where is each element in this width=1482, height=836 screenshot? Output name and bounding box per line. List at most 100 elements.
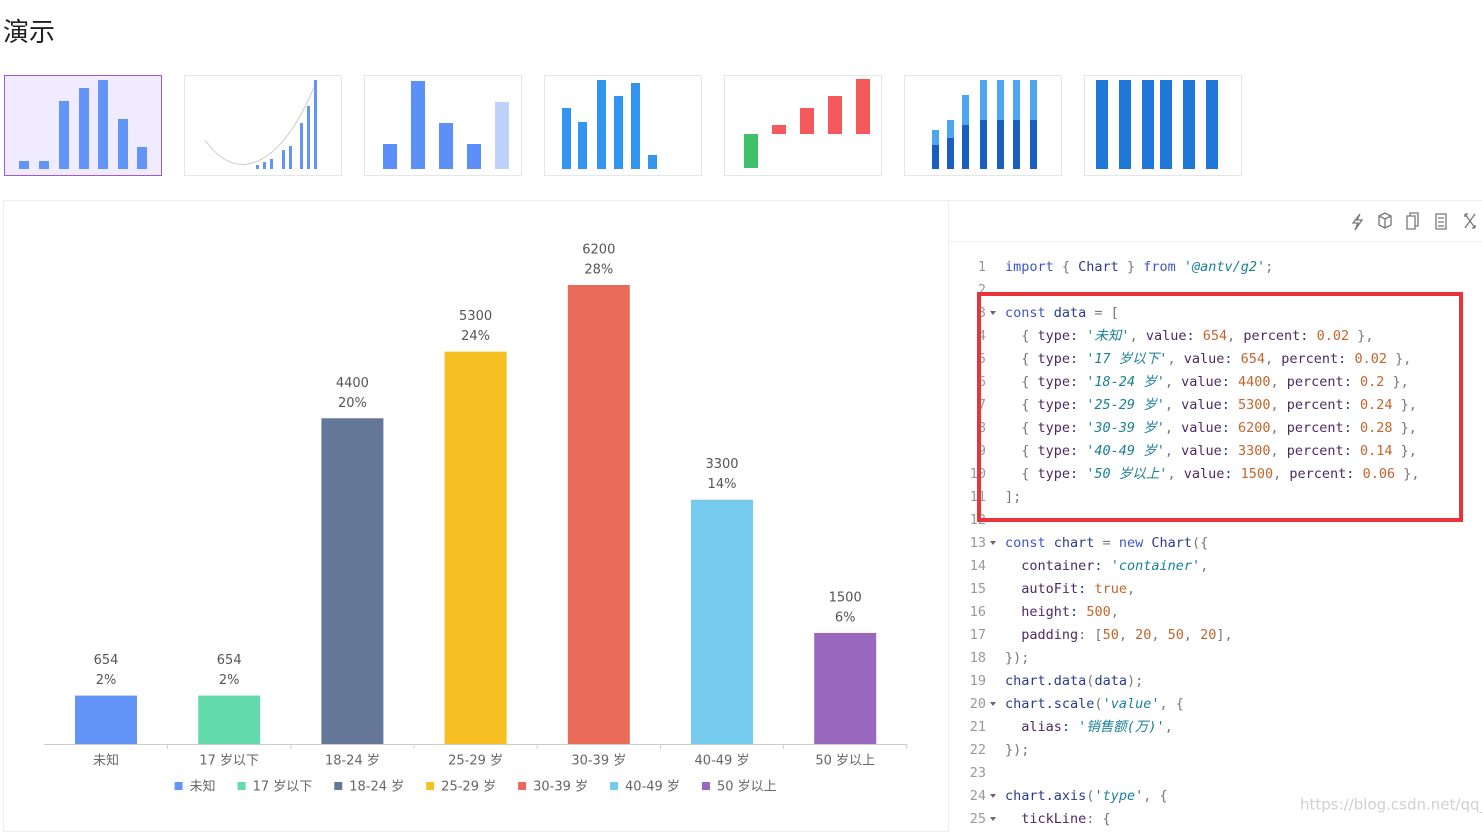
code-editor: 1 import { Chart } from '@antv/g2'; 2 3 cons…: [970, 259, 1463, 827]
legend-label: 40-49 岁: [625, 780, 680, 795]
code-line: });: [1005, 742, 1029, 758]
legend-swatch: [701, 782, 710, 790]
code-line: chart.data(data);: [1005, 673, 1143, 689]
toolbar: [948, 201, 1482, 242]
line-number: 7: [978, 397, 986, 413]
bar: [75, 695, 137, 744]
fold-arrow: [990, 541, 996, 545]
percent-label: 28%: [584, 263, 613, 278]
x-tick-label: 未知: [93, 753, 119, 769]
line-number: 4: [978, 328, 986, 344]
run-icon[interactable]: [1351, 213, 1364, 231]
value-label: 3300: [705, 457, 738, 472]
line-number: 21: [970, 719, 986, 735]
highlight-box: [977, 292, 1463, 522]
line-number: 2: [978, 282, 986, 298]
legend-label: 50 岁以上: [717, 780, 777, 795]
bar: [691, 499, 753, 744]
percent-label: 14%: [708, 477, 737, 492]
legend-item[interactable]: 40-49 岁: [610, 780, 680, 795]
code-line: alias: '销售额(万)',: [1005, 719, 1173, 735]
code-line: { type: '17 岁以下', value: 654, percent: 0…: [1005, 351, 1411, 367]
bar: [198, 695, 261, 744]
watermark: https://blog.csdn.net/qq_4: [1300, 796, 1482, 815]
percent-label: 24%: [461, 329, 490, 344]
code-line: const chart = new Chart({: [1005, 535, 1208, 551]
x-tick-label: 18-24 岁: [325, 754, 380, 769]
legend-swatch: [610, 782, 619, 790]
watermark-layer: https://blog.csdn.net/qq_4: [1300, 796, 1482, 815]
thumb-5[interactable]: [724, 75, 882, 176]
legend-item[interactable]: 50 岁以上: [701, 780, 777, 795]
code-line: container: 'container',: [1005, 558, 1208, 574]
line-number: 3: [978, 305, 986, 321]
x-tick-label: 25-29 岁: [448, 754, 503, 769]
percent-label: 2%: [219, 673, 240, 688]
line-number: 9: [978, 443, 986, 459]
code-line: const data = [: [1005, 305, 1119, 321]
chart-panel: 654 2% 未知 654 2% 17 岁以下 4400 20% 18-24 岁 5300 24% 2…: [3, 200, 949, 832]
line-number: 8: [978, 420, 986, 436]
legend-label: 未知: [190, 779, 216, 795]
line-number: 1: [978, 259, 986, 275]
value-label: 6200: [582, 243, 615, 258]
line-number: 19: [970, 673, 986, 689]
fullscreen-icon[interactable]: [1464, 213, 1476, 229]
code-line: { type: '50 岁以上', value: 1500, percent: …: [1005, 466, 1419, 482]
code-line: { type: '40-49 岁', value: 3300, percent:…: [1005, 443, 1417, 459]
toolbar-icons: [1351, 212, 1476, 231]
bar: [321, 418, 384, 744]
code-line: chart.scale('value', {: [1005, 696, 1184, 712]
line-number: 25: [970, 811, 986, 827]
code-line: { type: '18-24 岁', value: 4400, percent:…: [1005, 374, 1409, 390]
legend-swatch: [518, 782, 527, 790]
line-number: 16: [970, 604, 986, 620]
bar: [814, 632, 877, 744]
percent-label: 20%: [338, 396, 367, 411]
x-tick-label: 50 岁以上: [815, 754, 875, 769]
code-line: import { Chart } from '@antv/g2';: [1005, 259, 1273, 275]
sandbox-icon[interactable]: [1378, 212, 1392, 229]
line-number: 24: [970, 788, 986, 804]
x-tick-label: 17 岁以下: [199, 754, 259, 769]
legend-item[interactable]: 18-24 岁: [334, 780, 404, 795]
legend-item[interactable]: 30-39 岁: [518, 780, 588, 795]
line-number: 5: [978, 351, 986, 367]
value-label: 4400: [336, 376, 369, 391]
fold-arrow: [990, 817, 996, 821]
legend-label: 18-24 岁: [349, 780, 404, 795]
fold-arrow: [990, 794, 996, 798]
legend-item[interactable]: 未知: [174, 779, 216, 795]
line-number: 22: [970, 742, 986, 758]
line-number: 15: [970, 581, 986, 597]
legend-item[interactable]: 17 岁以下: [237, 780, 313, 795]
code-line: padding: [50, 20, 50, 20],: [1005, 627, 1233, 643]
legend-swatch: [426, 782, 435, 790]
thumb-2[interactable]: [184, 75, 342, 176]
line-number: 6: [978, 374, 986, 390]
x-tick-label: 40-49 岁: [695, 754, 750, 769]
thumb-3[interactable]: [364, 75, 522, 176]
code-line: ];: [1005, 489, 1021, 505]
html-icon[interactable]: [1435, 213, 1447, 230]
thumb-4[interactable]: [544, 75, 702, 176]
line-number: 17: [970, 627, 986, 643]
thumb-1[interactable]: [4, 75, 162, 176]
line-number: 18: [970, 650, 986, 666]
thumb-7[interactable]: [1084, 75, 1242, 176]
legend-item[interactable]: 25-29 岁: [426, 780, 496, 795]
line-number: 14: [970, 558, 986, 574]
percent-label: 2%: [96, 673, 117, 688]
legend-swatch: [237, 782, 246, 790]
thumb-6[interactable]: [904, 75, 1062, 176]
legend-label: 25-29 岁: [441, 780, 496, 795]
code-line: autoFit: true,: [1005, 581, 1135, 597]
chart: 654 2% 未知 654 2% 17 岁以下 4400 20% 18-24 岁 5300 24% 2…: [44, 243, 908, 795]
line-number: 20: [970, 696, 986, 712]
line-number: 13: [970, 535, 986, 551]
legend-label: 30-39 岁: [533, 780, 588, 795]
copy-icon[interactable]: [1406, 212, 1419, 230]
code-line: tickLine: {: [1005, 811, 1111, 827]
bar: [567, 285, 630, 744]
